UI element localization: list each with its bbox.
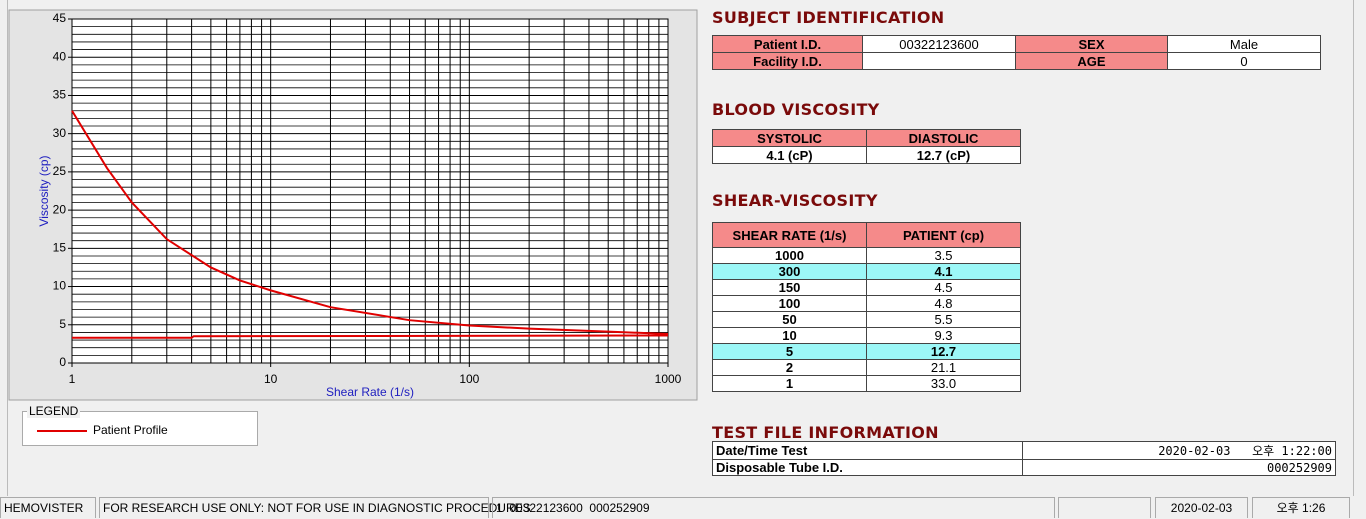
label-cell: Facility I.D. — [712, 52, 863, 70]
y-tick-label: 45 — [53, 11, 67, 25]
table-row: 2 21.1 — [712, 359, 1021, 376]
value-cell: 21.1 — [866, 359, 1021, 376]
label-cell: Date/Time Test — [712, 441, 1023, 460]
x-tick-label: 1000 — [655, 372, 682, 386]
value-cell: Male — [1167, 35, 1321, 53]
x-tick-label: 1 — [69, 372, 76, 386]
table-row: 300 4.1 — [712, 263, 1021, 280]
frame-edge — [7, 0, 8, 496]
value-cell: 10 — [712, 327, 867, 344]
table-row: Facility I.D. AGE 0 — [712, 52, 1321, 70]
value-cell: 3.5 — [866, 247, 1021, 264]
y-tick-label: 40 — [53, 49, 67, 63]
value-cell: 50 — [712, 311, 867, 328]
value-cell: 300 — [712, 263, 867, 280]
series-line — [72, 334, 669, 339]
test-file-table: Date/Time Test 2020-02-03 오후 1:22:00 Dispo… — [712, 441, 1336, 476]
section-title: TEST FILE INFORMATION — [712, 423, 939, 442]
chart: 0 5 10 15 20 25 30 35 40 45 1 10 100 1000 Shear Rate (… — [8, 9, 698, 401]
y-tick-label: 25 — [53, 164, 67, 178]
status-cell: 2020-02-03 — [1155, 497, 1248, 518]
x-tick-label: 100 — [459, 372, 479, 386]
y-tick-label: 0 — [59, 355, 66, 369]
value-cell: 4.5 — [866, 279, 1021, 296]
table-row: 5 12.7 — [712, 343, 1021, 360]
y-tick-label: 5 — [59, 317, 66, 331]
label-cell: Disposable Tube I.D. — [712, 459, 1023, 476]
value-cell: 150 — [712, 279, 867, 296]
value-cell: 5 — [712, 343, 867, 360]
section-title: SHEAR-VISCOSITY — [712, 191, 878, 210]
label-cell: Patient I.D. — [712, 35, 863, 53]
header-cell: SYSTOLIC — [712, 129, 867, 147]
shear-viscosity-table: SHEAR RATE (1/s) PATIENT (cp) 1000 3.5 300 4.… — [712, 222, 1021, 392]
table-row: 100 4.8 — [712, 295, 1021, 312]
value-cell: 9.3 — [866, 327, 1021, 344]
subject-table: Patient I.D. 00322123600 SEX Male Facility I… — [712, 35, 1321, 70]
value-cell: 4.8 — [866, 295, 1021, 312]
header-cell: SHEAR RATE (1/s) — [712, 222, 867, 248]
frame-edge — [1353, 0, 1354, 496]
value-cell: 2 — [712, 359, 867, 376]
status-cell: 오후 1:26 — [1252, 497, 1350, 518]
section-title: SUBJECT IDENTIFICATION — [712, 8, 945, 27]
legend-swatch — [37, 430, 87, 432]
value-cell: 5.5 — [866, 311, 1021, 328]
y-tick-label: 15 — [53, 241, 67, 255]
legend-title: LEGEND — [27, 404, 81, 418]
header-cell: DIASTOLIC — [866, 129, 1021, 147]
section-title: BLOOD VISCOSITY — [712, 100, 880, 119]
x-tick-label: 10 — [264, 372, 278, 386]
status-cell: FOR RESEARCH USE ONLY: NOT FOR USE IN DI… — [99, 497, 531, 518]
table-row: 150 4.5 — [712, 279, 1021, 296]
table-row: Patient I.D. 00322123600 SEX Male — [712, 35, 1321, 53]
table-row: Disposable Tube I.D. 000252909 — [712, 459, 1336, 476]
plot-area — [72, 19, 668, 363]
value-cell: 4.1 — [866, 263, 1021, 280]
value-cell — [862, 52, 1016, 70]
table-row: 10 9.3 — [712, 327, 1021, 344]
table-row: SHEAR RATE (1/s) PATIENT (cp) — [712, 222, 1021, 248]
status-cell — [1058, 497, 1151, 518]
header-cell: PATIENT (cp) — [866, 222, 1021, 248]
y-tick-label: 35 — [53, 88, 67, 102]
y-tick-label: 30 — [53, 126, 67, 140]
plot-border — [71, 18, 669, 364]
value-cell: 00322123600 — [862, 35, 1016, 53]
status-cell: 1 00322123600 000252909 — [492, 497, 1055, 518]
table-row: 1000 3.5 — [712, 247, 1021, 264]
value-cell: 100 — [712, 295, 867, 312]
label-cell: SEX — [1015, 35, 1168, 53]
value-cell: 0 — [1167, 52, 1321, 70]
value-cell: 1000 — [712, 247, 867, 264]
x-axis-label: Shear Rate (1/s) — [326, 385, 414, 399]
table-row: 4.1 (cP) 12.7 (cP) — [712, 146, 1021, 164]
value-cell: 2020-02-03 오후 1:22:00 — [1022, 441, 1336, 460]
value-cell: 12.7 (cP) — [866, 146, 1021, 164]
blood-viscosity-table: SYSTOLIC DIASTOLIC 4.1 (cP) 12.7 (cP) — [712, 129, 1021, 164]
value-cell: 12.7 — [866, 343, 1021, 360]
table-row: 50 5.5 — [712, 311, 1021, 328]
value-cell: 1 — [712, 375, 867, 392]
table-row: Date/Time Test 2020-02-03 오후 1:22:00 — [712, 441, 1336, 460]
value-cell: 4.1 (cP) — [712, 146, 867, 164]
value-cell: 000252909 — [1022, 459, 1336, 476]
label-cell: AGE — [1015, 52, 1168, 70]
table-row: 1 33.0 — [712, 375, 1021, 392]
y-axis-label: Viscosity (cp) — [37, 155, 51, 226]
series-line — [71, 110, 669, 335]
table-row: SYSTOLIC DIASTOLIC — [712, 129, 1021, 147]
value-cell: 33.0 — [866, 375, 1021, 392]
y-tick-label: 20 — [53, 202, 67, 216]
y-tick-label: 10 — [53, 279, 67, 293]
legend-label: Patient Profile — [93, 423, 168, 437]
status-cell: HEMOVISTER — [0, 497, 96, 518]
